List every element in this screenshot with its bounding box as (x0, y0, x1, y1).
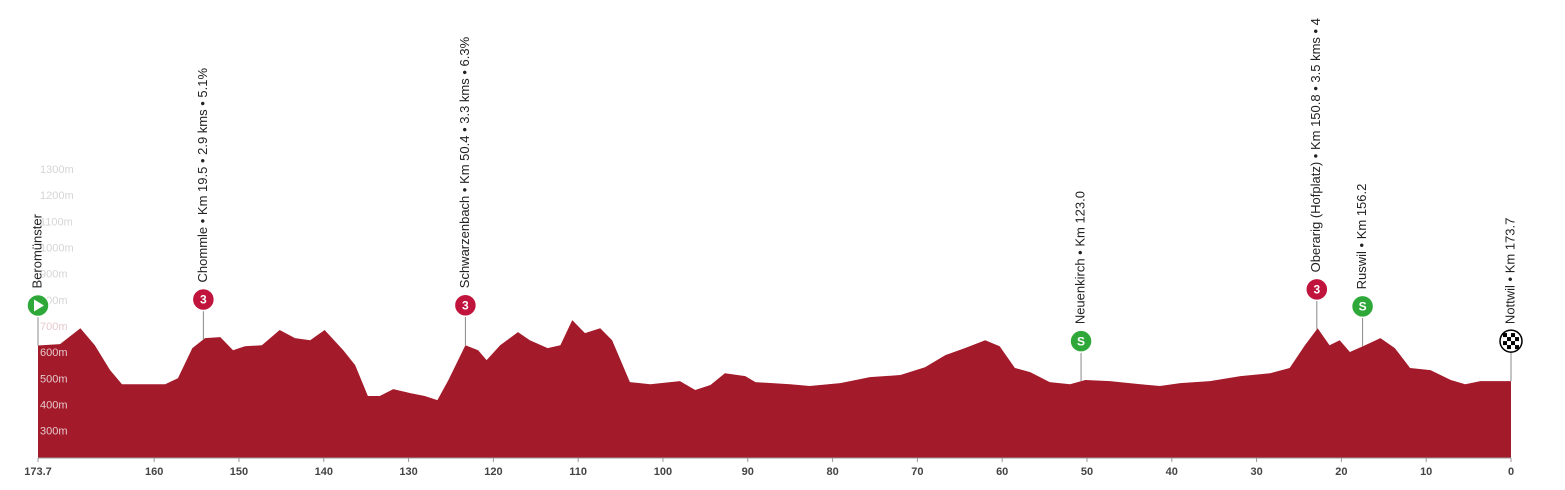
x-tick-label: 90 (742, 466, 754, 478)
x-tick-label: 150 (230, 466, 248, 478)
x-tick-label: 110 (569, 466, 587, 478)
marker-label: Ruswil • Km 156.2 (1354, 184, 1369, 290)
x-tick-label: 30 (1250, 466, 1262, 478)
marker-icon: S (1350, 294, 1375, 319)
y-tick-label: 500m (40, 373, 68, 385)
x-tick-label: 160 (145, 466, 163, 478)
icon-circle (1350, 294, 1375, 319)
icon-circle (453, 293, 478, 317)
checker (1503, 333, 1507, 338)
y-tick-label: 1100m (40, 216, 73, 228)
icon-label: 3 (1313, 283, 1320, 297)
x-tick-label: 20 (1335, 466, 1347, 478)
marker-label: Neuenkirch • Km 123.0 (1072, 191, 1087, 324)
marker-icon: 3 (191, 287, 216, 312)
x-tick-label: 40 (1166, 466, 1178, 478)
x-tick-label: 50 (1081, 466, 1093, 478)
icon-label: S (1359, 300, 1367, 314)
icon-label: 3 (462, 298, 469, 312)
marker-label: Nottwil • Km 173.7 (1502, 218, 1517, 324)
checker (1515, 337, 1519, 342)
marker-icon: S (1069, 329, 1093, 353)
x-tick-label: 10 (1420, 466, 1432, 478)
x-tick-label: 130 (399, 466, 417, 478)
marker-icon: 3 (1305, 277, 1329, 302)
marker-label: Schwarzenbach • Km 50.4 • 3.3 kms • 6.3% (457, 36, 472, 288)
play-icon (34, 299, 44, 312)
x-tick-label: 100 (654, 466, 672, 478)
marker-icon: 3 (453, 293, 478, 317)
marker-label: Oberarig (Hofplatz) • Km 150.8 • 3.5 kms… (1308, 18, 1323, 272)
y-tick-label: 600m (40, 347, 68, 359)
x-tick-label: 140 (315, 466, 333, 478)
icon-label: S (1077, 334, 1085, 348)
checker (1511, 341, 1515, 346)
checker (1515, 345, 1519, 350)
y-tick-label: 400m (40, 400, 68, 412)
y-tick-label: 700m (40, 321, 68, 333)
checker (1507, 345, 1511, 350)
elevation-area (38, 320, 1511, 458)
x-tick-label: 60 (996, 466, 1008, 478)
x-tick-label: 0 (1508, 466, 1514, 478)
x-tick-label: 70 (911, 466, 923, 478)
icon-label: 3 (200, 293, 207, 307)
x-tick-label: 120 (484, 466, 502, 478)
y-tick-label: 1000m (40, 243, 74, 255)
marker-icon (26, 293, 50, 318)
x-tick-label: 80 (826, 466, 838, 478)
y-tick-label: 1200m (40, 190, 74, 202)
marker-label: Chommle • Km 19.5 • 2.9 kms • 5.1% (195, 68, 210, 283)
y-tick-label: 900m (40, 269, 68, 281)
marker-icon (1499, 329, 1523, 353)
icon-circle (191, 287, 216, 312)
checker (1503, 341, 1507, 346)
marker-label: Beromünster (29, 213, 44, 288)
checker (1507, 337, 1511, 342)
checker (1511, 333, 1515, 338)
icon-circle (1069, 329, 1093, 353)
icon-circle (1305, 277, 1329, 302)
x-tick-label: 173.7 (24, 466, 52, 478)
y-tick-label: 300m (40, 426, 68, 438)
y-tick-label: 1300m (40, 164, 74, 176)
